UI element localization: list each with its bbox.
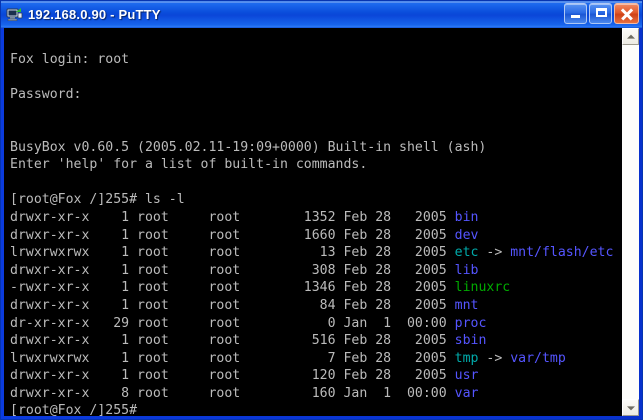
listing-name: linuxrc <box>454 280 511 296</box>
terminal-text: [root@Fox /]255# ls -l <box>10 192 185 208</box>
table-row: lrwxrwxrwx 1 root root 7 Feb 28 2005 tmp… <box>10 350 621 368</box>
listing-name: bin <box>454 209 479 225</box>
table-row: lrwxrwxrwx 1 root root 13 Feb 28 2005 et… <box>10 244 621 262</box>
maximize-icon <box>596 8 607 17</box>
listing-meta: drwxr-xr-x 8 root root 160 Jan 1 00:00 <box>10 385 455 401</box>
listing-meta: lrwxrwxrwx 1 root root 13 Feb 28 2005 <box>10 245 455 261</box>
minimize-button[interactable] <box>564 3 587 24</box>
listing-name: mnt <box>454 297 479 313</box>
listing-name: lib <box>454 262 479 278</box>
putty-computer-icon <box>5 6 23 24</box>
scrollbar-track[interactable] <box>622 45 639 399</box>
terminal-text: Password: <box>10 86 82 102</box>
listing-meta: drwxr-xr-x 1 root root 120 Feb 28 2005 <box>10 368 455 384</box>
listing-meta: lrwxrwxrwx 1 root root 7 Feb 28 2005 <box>10 350 455 366</box>
minimize-icon <box>571 15 580 18</box>
table-row: drwxr-xr-x 1 root root 1352 Feb 28 2005 … <box>10 209 621 227</box>
table-row: drwxr-xr-x 1 root root 84 Feb 28 2005 mn… <box>10 297 621 315</box>
listing-target: mnt/flash/etc <box>510 245 614 261</box>
listing-name: usr <box>454 368 479 384</box>
listing-meta: -rwxr-xr-x 1 root root 1346 Feb 28 2005 <box>10 280 455 296</box>
terminal-line <box>10 174 621 192</box>
terminal-line <box>10 68 621 86</box>
table-row: drwxr-xr-x 1 root root 516 Feb 28 2005 s… <box>10 332 621 350</box>
close-button[interactable] <box>614 3 639 24</box>
terminal-text: Enter 'help' for a list of built-in comm… <box>10 157 368 173</box>
table-row: drwxr-xr-x 8 root root 160 Jan 1 00:00 v… <box>10 385 621 403</box>
table-row: drwxr-xr-x 1 root root 308 Feb 28 2005 l… <box>10 262 621 280</box>
title-bar[interactable]: 192.168.0.90 - PuTTY <box>1 1 642 28</box>
listing-name: proc <box>454 315 487 331</box>
table-row: -rwxr-xr-x 1 root root 1346 Feb 28 2005 … <box>10 279 621 297</box>
terminal-output[interactable]: Fox login: root Password: BusyBox v0.60.5 … <box>4 28 621 416</box>
scrollbar-up-button[interactable] <box>622 28 639 45</box>
vertical-scrollbar[interactable] <box>621 28 639 416</box>
terminal-text: BusyBox v0.60.5 (2005.02.11-19:09+0000) … <box>10 139 487 155</box>
listing-name: var <box>454 385 479 401</box>
terminal-line <box>10 121 621 139</box>
terminal-line: BusyBox v0.60.5 (2005.02.11-19:09+0000) … <box>10 139 621 157</box>
listing-target: var/tmp <box>510 350 566 366</box>
terminal-line: Fox login: root <box>10 51 621 69</box>
terminal-line <box>10 33 621 51</box>
listing-arrow: -> <box>478 245 511 261</box>
terminal-text: Fox login: root <box>10 51 130 67</box>
listing-meta: dr-xr-xr-x 29 root root 0 Jan 1 00:00 <box>10 315 455 331</box>
terminal-line: [root@Fox /]255# <box>10 402 621 416</box>
listing-meta: drwxr-xr-x 1 root root 308 Feb 28 2005 <box>10 262 455 278</box>
client-area: Fox login: root Password: BusyBox v0.60.5 … <box>4 28 639 416</box>
table-row: drwxr-xr-x 1 root root 1660 Feb 28 2005 … <box>10 227 621 245</box>
listing-meta: drwxr-xr-x 1 root root 1352 Feb 28 2005 <box>10 209 455 225</box>
table-row: drwxr-xr-x 1 root root 120 Feb 28 2005 u… <box>10 367 621 385</box>
caption-buttons <box>564 3 639 24</box>
listing-meta: drwxr-xr-x 1 root root 516 Feb 28 2005 <box>10 333 455 349</box>
terminal-line <box>10 103 621 121</box>
listing-meta: drwxr-xr-x 1 root root 84 Feb 28 2005 <box>10 297 455 313</box>
listing-name: etc <box>454 245 479 261</box>
listing-name: dev <box>454 227 479 243</box>
terminal-line: Enter 'help' for a list of built-in comm… <box>10 156 621 174</box>
listing-name: tmp <box>454 350 479 366</box>
maximize-button[interactable] <box>589 3 612 24</box>
shell-prompt: [root@Fox /]255# <box>10 403 138 416</box>
listing-meta: drwxr-xr-x 1 root root 1660 Feb 28 2005 <box>10 227 455 243</box>
listing-name: sbin <box>454 333 487 349</box>
listing-arrow: -> <box>478 350 511 366</box>
table-row: dr-xr-xr-x 29 root root 0 Jan 1 00:00 pr… <box>10 315 621 333</box>
window-title: 192.168.0.90 - PuTTY <box>28 7 161 22</box>
terminal-line: Password: <box>10 86 621 104</box>
terminal-line: [root@Fox /]255# ls -l <box>10 191 621 209</box>
chevron-up-icon <box>626 34 635 39</box>
scrollbar-down-button[interactable] <box>622 399 639 416</box>
chevron-down-icon <box>626 405 635 410</box>
